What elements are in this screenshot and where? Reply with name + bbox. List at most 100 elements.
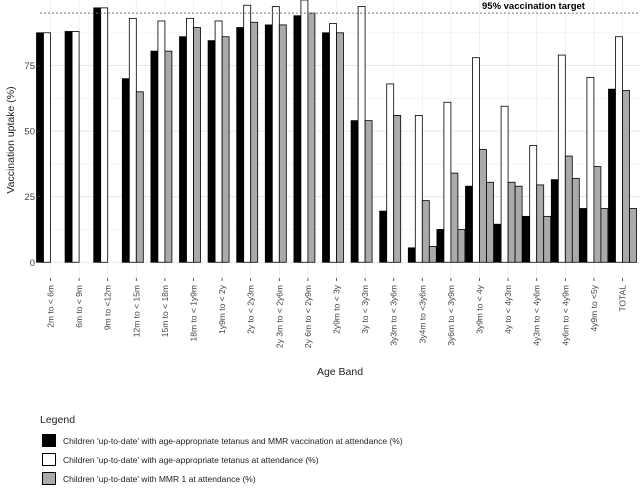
legend-swatch-white	[42, 453, 56, 466]
x-tick-label: 12m to < 15m	[131, 285, 141, 337]
bar-mmr1	[450, 172, 459, 263]
x-tick-label: 18m to < 1y9m	[189, 285, 199, 341]
bar-tetanus	[329, 23, 337, 263]
bar-mmr1	[622, 90, 630, 263]
bar-tetanus	[386, 83, 395, 263]
target-label: 95% vaccination target	[482, 1, 586, 12]
bar-tetanus-and-mmr	[550, 179, 559, 263]
legend-swatch-grey	[42, 472, 56, 485]
x-tick-label: 2y9m to < 3y	[332, 284, 342, 334]
bar-tetanus-and-mmr	[350, 120, 359, 263]
x-tick-label: 15m to < 18m	[160, 285, 170, 337]
legend-label: Children 'up-to-date' with age-appropria…	[63, 454, 319, 465]
bar-tetanus-and-mmr	[264, 24, 273, 263]
bar-mmr1	[278, 24, 287, 263]
bar-extra	[629, 208, 637, 263]
bar-mmr1	[393, 114, 402, 263]
bar-tetanus	[300, 0, 309, 263]
bar-mmr1	[421, 200, 430, 263]
bar-extra	[600, 208, 609, 263]
bar-mmr1	[479, 149, 487, 263]
bar-tetanus	[157, 20, 166, 263]
bar-tetanus-and-mmr	[522, 215, 531, 263]
legend-item-mmr1: Children 'up-to-date' with MMR 1 at atte…	[40, 469, 640, 488]
bar-tetanus	[586, 76, 595, 263]
bar-tetanus-and-mmr	[64, 31, 73, 263]
x-axis-ticks: 2m to < 6m 6m to < 9m 9m to <12m 12m to < 1…	[46, 278, 628, 348]
x-tick-label: TOTAL	[618, 285, 628, 312]
bar-tetanus	[500, 105, 509, 263]
legend-label: Children 'up-to-date' with MMR 1 at atte…	[63, 473, 256, 484]
x-tick-label: 3y4m to <3y6m	[417, 285, 427, 343]
bar-extra	[543, 215, 552, 263]
bar-tetanus-and-mmr	[608, 88, 616, 263]
bar-tetanus	[472, 57, 480, 263]
bar-tetanus-and-mmr	[150, 50, 159, 263]
bar-tetanus-and-mmr	[379, 210, 388, 263]
legend-title: Legend	[40, 414, 76, 426]
bar-mmr1	[135, 91, 144, 263]
x-tick-label: 9m to <12m	[103, 285, 113, 330]
bar-mmr1	[307, 12, 316, 263]
bar-mmr1	[221, 36, 230, 263]
y-axis-ticks: 0 25 50 75	[24, 61, 40, 269]
bar-mmr1	[564, 155, 573, 263]
x-tick-label: 3y to < 3y3m	[360, 285, 370, 334]
bar-tetanus	[100, 7, 109, 263]
y-axis-label: Vaccination uptake (%)	[5, 86, 17, 193]
target-line-group: 95% vaccination target	[40, 1, 640, 14]
legend-item-tetanus: Children 'up-to-date' with age-appropria…	[40, 450, 640, 469]
bar-extra	[514, 185, 523, 263]
y-tick-label: 75	[24, 61, 35, 72]
bar-mmr1	[250, 21, 259, 263]
x-tick-label: 2y to < 2y3m	[246, 285, 256, 334]
bar-tetanus-and-mmr	[293, 15, 302, 263]
y-tick-label: 25	[24, 192, 35, 203]
bar-mmr1	[364, 120, 373, 263]
bar-tetanus-and-mmr	[207, 40, 216, 263]
bar-tetanus-and-mmr	[322, 32, 330, 263]
bar-tetanus-and-mmr	[465, 185, 473, 263]
bar-mmr1	[593, 166, 602, 263]
legend-label: Children 'up-to-date' with age-appropria…	[63, 435, 403, 446]
bar-tetanus	[615, 36, 623, 263]
bar-tetanus	[186, 17, 194, 263]
bar-tetanus	[443, 101, 452, 263]
bar-tetanus-and-mmr	[436, 229, 445, 263]
bar-extra	[571, 177, 580, 263]
x-axis-label: Age Band	[317, 366, 363, 378]
x-tick-label: 6m to < 9m	[74, 285, 84, 328]
bar-tetanus	[243, 4, 252, 263]
bar-tetanus-and-mmr	[36, 32, 44, 263]
x-tick-label: 4y3m to < 4y6m	[532, 285, 542, 346]
bar-tetanus	[271, 6, 280, 263]
bar-tetanus	[529, 145, 538, 263]
y-tick-label: 50	[24, 127, 35, 138]
bar-tetanus	[71, 31, 80, 263]
bar-tetanus-and-mmr	[407, 247, 416, 263]
bar-tetanus	[43, 32, 51, 263]
legend-swatch-black	[42, 434, 56, 447]
bar-tetanus-and-mmr	[236, 27, 245, 263]
bar-tetanus	[557, 54, 566, 263]
bar-mmr1	[193, 27, 201, 263]
bar-mmr1	[336, 32, 344, 263]
bar-mmr1	[507, 181, 516, 263]
bar-chart: 95% vaccination target 0 25 50 75 2m to < 6…	[5, 0, 640, 378]
legend: Legend Children 'up-to-date' with age-ap…	[40, 414, 640, 488]
bar-extra	[457, 229, 466, 263]
bar-tetanus-and-mmr	[93, 7, 102, 263]
x-tick-label: 3y3m to < 3y6m	[389, 285, 399, 346]
bar-extra	[486, 181, 494, 263]
x-tick-label: 4y9m to <5y	[589, 284, 599, 331]
bar-tetanus-and-mmr	[493, 223, 502, 263]
x-tick-label: 3y6m to < 3y9m	[446, 285, 456, 346]
x-tick-label: 2m to < 6m	[46, 285, 56, 328]
x-tick-label: 2y 6m to < 2y9m	[303, 285, 313, 348]
x-tick-label: 1y9m to < 2y	[217, 284, 227, 334]
x-tick-label: 3y9m to < 4y	[475, 284, 485, 334]
x-tick-label: 4y6m to < 4y9m	[560, 285, 570, 346]
y-tick-label: 0	[30, 258, 35, 269]
legend-item-tetanus-and-mmr: Children 'up-to-date' with age-appropria…	[40, 431, 640, 450]
bar-mmr1	[536, 184, 545, 263]
